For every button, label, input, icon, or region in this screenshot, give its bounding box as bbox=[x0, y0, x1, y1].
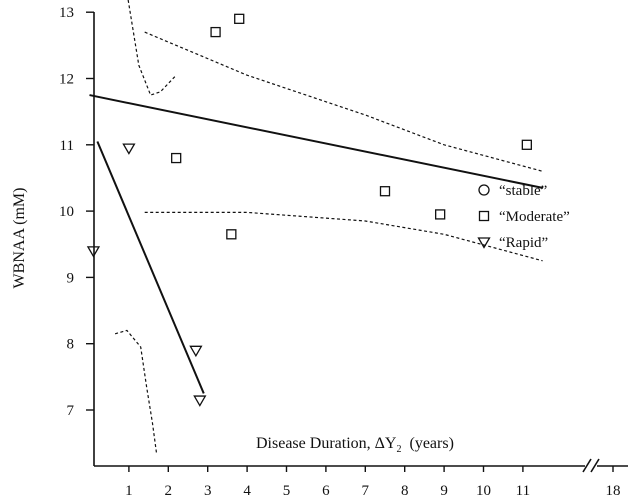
y-axis-label: WBNAA (mM) bbox=[11, 188, 28, 289]
legend: “stable” “Moderate” “Rapid” bbox=[477, 183, 570, 251]
y-tick-label: 12 bbox=[59, 72, 74, 88]
data-point-triangle-down bbox=[193, 395, 207, 407]
y-tick-label: 7 bbox=[67, 403, 75, 419]
x-tick-label: 4 bbox=[243, 483, 251, 499]
confidence-band-upper bbox=[144, 31, 543, 172]
x-tick-label: 3 bbox=[204, 483, 212, 499]
y-tick-label: 8 bbox=[67, 337, 75, 353]
confidence-band-lower bbox=[114, 329, 158, 454]
y-tick-label: 9 bbox=[67, 270, 75, 286]
data-point-square bbox=[379, 186, 391, 197]
x-axis-label-main: Disease Duration, ΔY bbox=[256, 435, 397, 452]
y-tick-label: 10 bbox=[59, 204, 74, 220]
data-point-square bbox=[226, 229, 237, 240]
legend-marker-square bbox=[478, 210, 490, 222]
axis-break-mark-1 bbox=[582, 458, 592, 473]
confidence-bands bbox=[114, 0, 543, 454]
confidence-band-upper bbox=[127, 0, 177, 96]
legend-marker-circle bbox=[478, 184, 490, 196]
legend-label: “Rapid” bbox=[499, 235, 548, 251]
data-point-triangle-down bbox=[122, 143, 136, 155]
axes bbox=[93, 12, 628, 473]
fit-line bbox=[89, 94, 543, 189]
x-tick-label: 11 bbox=[516, 483, 530, 499]
x-tick-label: 8 bbox=[401, 483, 409, 499]
x-tick-label: 5 bbox=[283, 483, 291, 499]
x-tick-label: 6 bbox=[322, 483, 330, 499]
data-point-square bbox=[210, 26, 221, 38]
fit-line bbox=[96, 141, 205, 394]
x-tick-label: 10 bbox=[476, 483, 491, 499]
legend-marker-triangle-down bbox=[477, 237, 491, 249]
data-point-triangle-down bbox=[189, 345, 203, 358]
x-tick-label: 9 bbox=[440, 483, 448, 499]
data-point-square bbox=[521, 139, 532, 150]
data-point-square bbox=[171, 152, 182, 164]
y-tick-label: 11 bbox=[60, 138, 74, 154]
x-tick-label: 7 bbox=[362, 483, 370, 499]
x-axis-label: Disease Duration, ΔY2 (years) bbox=[256, 435, 454, 455]
legend-label: “stable” bbox=[499, 183, 547, 199]
axis-break-mark-2 bbox=[590, 458, 600, 473]
legend-label: “Moderate” bbox=[499, 209, 570, 225]
x-axis-label-subscript: 2 bbox=[396, 444, 401, 455]
y-tick-label: 13 bbox=[59, 5, 74, 21]
x-ticks: 1 2 3 4 5 6 7 8 9 10 11 18 bbox=[125, 466, 621, 499]
data-point-square bbox=[234, 13, 245, 24]
x-tick-label: 1 bbox=[125, 483, 133, 499]
regression-lines bbox=[89, 94, 543, 394]
x-axis-label-units: (years) bbox=[409, 435, 453, 452]
data-point-square bbox=[435, 209, 446, 220]
x-tick-label: 2 bbox=[165, 483, 173, 499]
x-tick-label: 18 bbox=[606, 483, 621, 499]
data-points bbox=[86, 13, 532, 407]
y-ticks: 78910111213141516 bbox=[59, 5, 94, 419]
confidence-band-lower bbox=[144, 211, 543, 262]
